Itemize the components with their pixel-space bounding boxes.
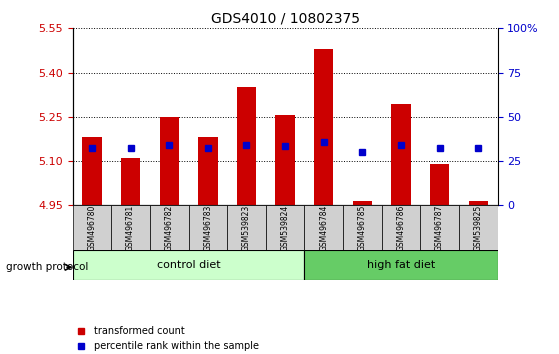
Bar: [237, 87, 256, 205]
FancyBboxPatch shape: [73, 205, 111, 250]
Text: GSM539825: GSM539825: [473, 204, 483, 251]
Bar: [198, 137, 217, 205]
Text: GSM496786: GSM496786: [396, 204, 405, 251]
Text: GSM539823: GSM539823: [242, 204, 251, 251]
Bar: [82, 137, 102, 205]
Text: GSM496785: GSM496785: [358, 204, 367, 251]
FancyBboxPatch shape: [73, 250, 305, 280]
FancyBboxPatch shape: [305, 205, 343, 250]
Text: percentile rank within the sample: percentile rank within the sample: [94, 342, 259, 352]
Bar: [314, 49, 333, 205]
Text: GSM496780: GSM496780: [87, 204, 97, 251]
Text: GSM496787: GSM496787: [435, 204, 444, 251]
FancyBboxPatch shape: [111, 205, 150, 250]
Bar: [430, 164, 449, 205]
Text: high fat diet: high fat diet: [367, 259, 435, 270]
FancyBboxPatch shape: [420, 205, 459, 250]
Text: control diet: control diet: [157, 259, 220, 270]
Bar: [276, 115, 295, 205]
Bar: [353, 201, 372, 205]
FancyBboxPatch shape: [266, 205, 305, 250]
FancyBboxPatch shape: [227, 205, 266, 250]
Text: GSM496783: GSM496783: [203, 204, 212, 251]
FancyBboxPatch shape: [188, 205, 227, 250]
Bar: [121, 158, 140, 205]
FancyBboxPatch shape: [305, 250, 498, 280]
Bar: [391, 104, 411, 205]
FancyBboxPatch shape: [343, 205, 382, 250]
FancyBboxPatch shape: [459, 205, 498, 250]
Bar: [468, 201, 488, 205]
Title: GDS4010 / 10802375: GDS4010 / 10802375: [211, 12, 359, 26]
Text: GSM496782: GSM496782: [165, 204, 174, 251]
Text: GSM496784: GSM496784: [319, 204, 328, 251]
Text: GSM539824: GSM539824: [281, 204, 290, 251]
Bar: [159, 117, 179, 205]
FancyBboxPatch shape: [150, 205, 188, 250]
FancyBboxPatch shape: [382, 205, 420, 250]
Text: GSM496781: GSM496781: [126, 204, 135, 251]
Text: growth protocol: growth protocol: [6, 262, 88, 272]
Text: transformed count: transformed count: [94, 326, 184, 336]
